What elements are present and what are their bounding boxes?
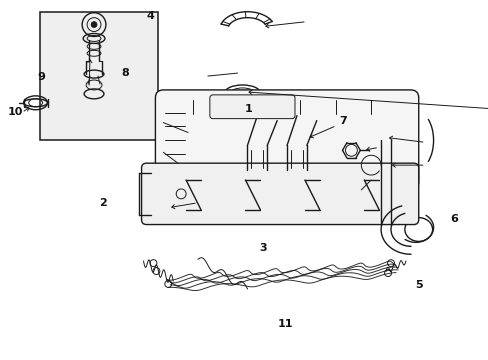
FancyBboxPatch shape [209,95,294,119]
Text: 9: 9 [37,72,45,82]
Text: 5: 5 [414,280,422,290]
Text: 10: 10 [7,107,22,117]
Text: 11: 11 [277,319,293,329]
Text: 1: 1 [244,104,252,114]
FancyBboxPatch shape [155,90,418,190]
Text: 8: 8 [121,68,128,78]
FancyBboxPatch shape [141,163,418,225]
Text: 2: 2 [99,198,107,208]
Text: 6: 6 [449,214,457,224]
Text: 4: 4 [146,11,154,21]
Bar [40,12,158,140]
Text: 7: 7 [338,116,346,126]
Text: 3: 3 [259,243,266,253]
Circle shape [91,22,97,28]
